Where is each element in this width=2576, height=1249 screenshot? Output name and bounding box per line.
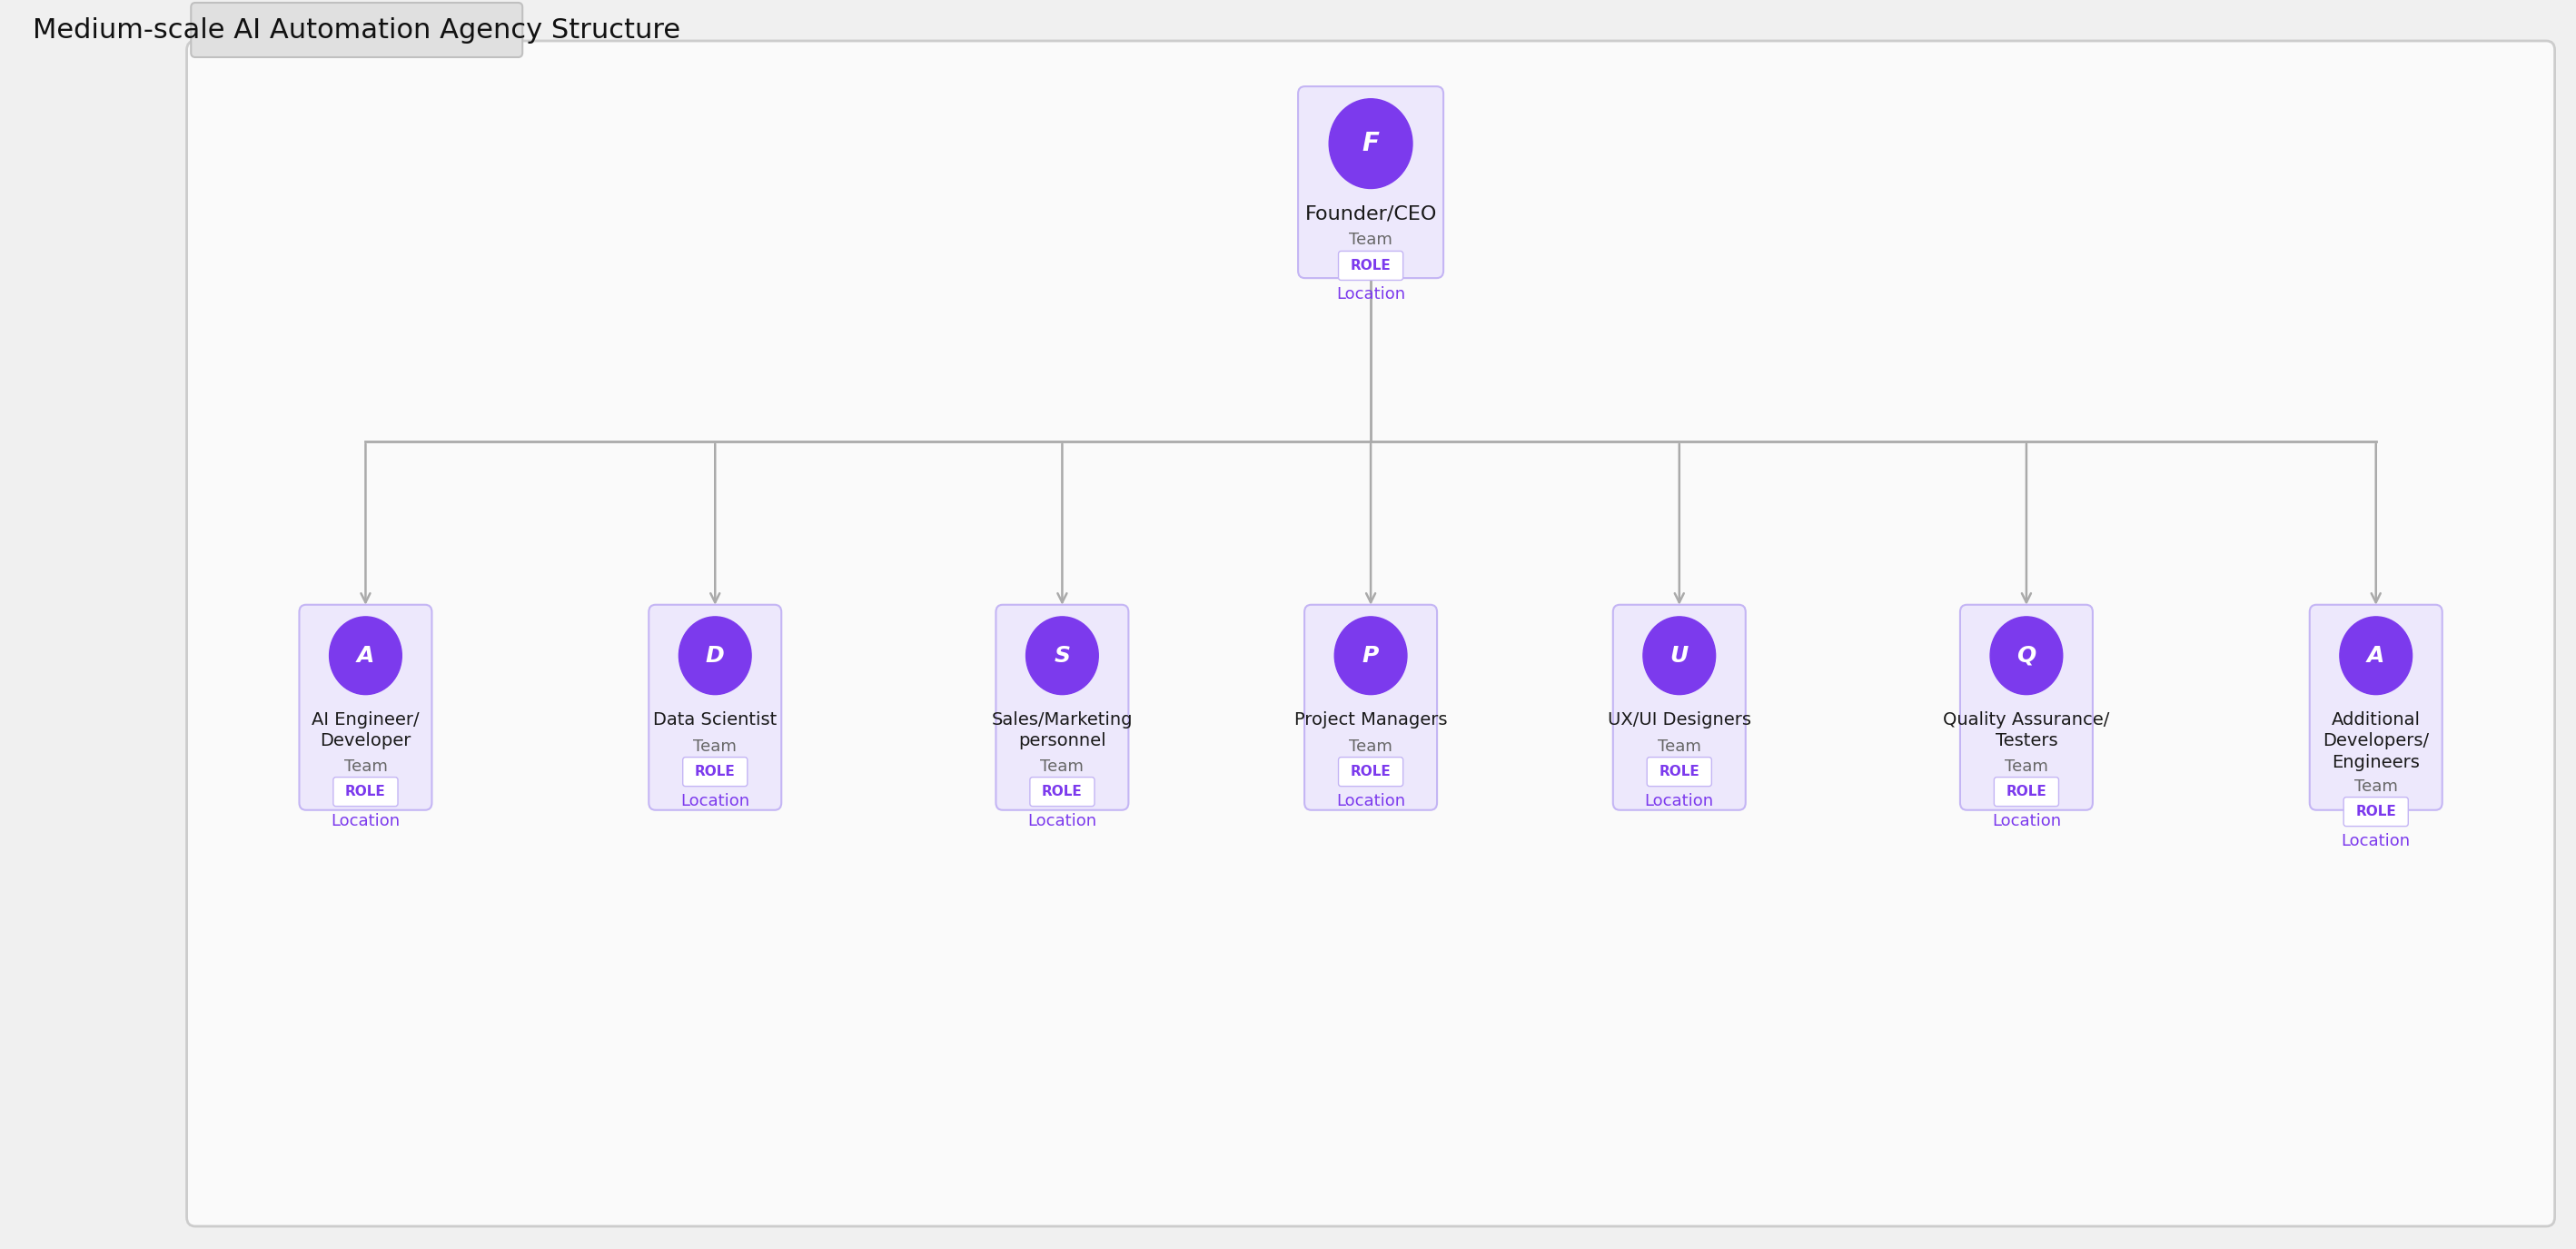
Text: Team: Team (343, 758, 386, 774)
FancyBboxPatch shape (2344, 797, 2409, 827)
Text: Team: Team (1350, 232, 1394, 249)
Text: Location: Location (1337, 793, 1406, 809)
Ellipse shape (1329, 99, 1412, 189)
Text: Medium-scale AI Automation Agency Structure: Medium-scale AI Automation Agency Struct… (33, 16, 680, 44)
Ellipse shape (1991, 617, 2063, 694)
Text: AI Engineer/
Developer: AI Engineer/ Developer (312, 711, 420, 749)
FancyBboxPatch shape (1303, 605, 1437, 811)
Text: A: A (2367, 644, 2385, 667)
Text: Location: Location (1643, 793, 1713, 809)
Ellipse shape (680, 617, 752, 694)
Ellipse shape (1334, 617, 1406, 694)
Text: ROLE: ROLE (1350, 259, 1391, 272)
Text: A: A (355, 644, 374, 667)
Text: F: F (1363, 131, 1378, 156)
Text: U: U (1669, 644, 1687, 667)
Text: Data Scientist: Data Scientist (654, 711, 778, 728)
FancyBboxPatch shape (2311, 605, 2442, 811)
FancyBboxPatch shape (299, 605, 433, 811)
Text: ROLE: ROLE (696, 764, 734, 778)
Text: ROLE: ROLE (1350, 764, 1391, 778)
FancyBboxPatch shape (191, 2, 523, 57)
Text: ROLE: ROLE (2007, 784, 2048, 798)
Text: Team: Team (1350, 738, 1394, 754)
Text: Team: Team (1041, 758, 1084, 774)
FancyBboxPatch shape (649, 605, 781, 811)
FancyBboxPatch shape (683, 757, 747, 787)
Text: ROLE: ROLE (1659, 764, 1700, 778)
Text: Location: Location (1337, 286, 1406, 304)
Text: UX/UI Designers: UX/UI Designers (1607, 711, 1752, 728)
FancyBboxPatch shape (1298, 86, 1443, 279)
FancyBboxPatch shape (1613, 605, 1747, 811)
Text: Sales/Marketing
personnel: Sales/Marketing personnel (992, 711, 1133, 749)
Text: D: D (706, 644, 724, 667)
Text: Location: Location (1028, 813, 1097, 829)
Ellipse shape (2339, 617, 2411, 694)
Text: Quality Assurance/
Testers: Quality Assurance/ Testers (1942, 711, 2110, 749)
Text: Q: Q (2017, 644, 2035, 667)
FancyBboxPatch shape (1340, 251, 1404, 280)
Ellipse shape (1025, 617, 1097, 694)
Text: ROLE: ROLE (2354, 804, 2396, 818)
Text: Team: Team (1656, 738, 1700, 754)
FancyBboxPatch shape (997, 605, 1128, 811)
Text: P: P (1363, 644, 1378, 667)
Text: Location: Location (330, 813, 399, 829)
Text: Project Managers: Project Managers (1293, 711, 1448, 728)
FancyBboxPatch shape (1030, 777, 1095, 807)
Text: Team: Team (2354, 778, 2398, 794)
FancyBboxPatch shape (1994, 777, 2058, 807)
Text: Location: Location (2342, 833, 2411, 849)
Text: ROLE: ROLE (345, 784, 386, 798)
FancyBboxPatch shape (1340, 757, 1404, 787)
FancyBboxPatch shape (1646, 757, 1710, 787)
Text: Additional
Developers/
Engineers: Additional Developers/ Engineers (2324, 711, 2429, 771)
Text: Founder/CEO: Founder/CEO (1303, 205, 1437, 224)
FancyBboxPatch shape (332, 777, 397, 807)
Ellipse shape (1643, 617, 1716, 694)
Text: ROLE: ROLE (1041, 784, 1082, 798)
Ellipse shape (330, 617, 402, 694)
Text: S: S (1054, 644, 1072, 667)
Text: Team: Team (693, 738, 737, 754)
Text: Location: Location (1991, 813, 2061, 829)
FancyBboxPatch shape (185, 41, 2555, 1227)
Text: Location: Location (680, 793, 750, 809)
FancyBboxPatch shape (1960, 605, 2092, 811)
Text: Team: Team (2004, 758, 2048, 774)
